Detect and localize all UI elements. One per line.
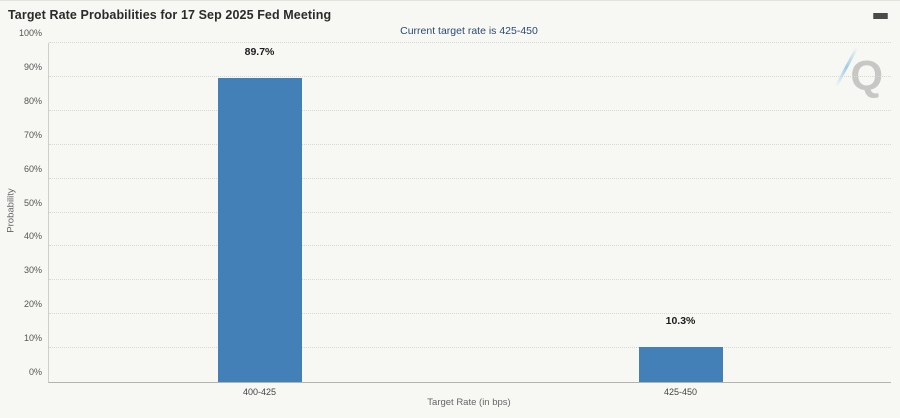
y-tick-label: 80%: [23, 95, 42, 106]
gridline: [49, 245, 891, 247]
chart-title: Target Rate Probabilities for 17 Sep 202…: [8, 8, 332, 22]
x-tick-label: 425-450: [663, 387, 698, 397]
y-tick-label: 20%: [23, 299, 42, 310]
y-tick-label: 30%: [23, 265, 42, 276]
y-tick-label: 40%: [23, 231, 42, 242]
gridline: [49, 143, 891, 145]
chart-subtitle: Current target rate is 425-450: [400, 25, 538, 37]
hamburger-icon: [870, 13, 890, 19]
y-tick-label: 10%: [23, 333, 42, 344]
gridline: [49, 313, 891, 315]
gridline: [49, 177, 891, 179]
x-tick-label: 400-425: [242, 387, 277, 397]
x-axis-title: Target Rate (in bps): [427, 397, 511, 408]
plot-area: Q 0% 10% 20% 30% 40% 50% 60% 70% 80% 90% 100% 89.7%…: [19, 28, 891, 397]
logo-q-letter: Q: [850, 52, 883, 99]
gridline: [49, 75, 891, 77]
y-tick-label: 50%: [23, 197, 42, 208]
y-axis-title: Probability: [5, 188, 17, 233]
y-tick-label: 90%: [23, 61, 42, 72]
gridline: [49, 42, 891, 43]
y-tick-label: 0%: [28, 367, 42, 377]
y-tick-label: 70%: [23, 129, 42, 140]
chart-header: Target Rate Probabilities for 17 Sep 202…: [0, 1, 900, 25]
quikstrike-logo: Q: [834, 46, 885, 105]
gridline: [49, 109, 891, 111]
bar-value-label: 89.7%: [244, 45, 275, 58]
gridline: [49, 211, 891, 213]
y-tick-label: 100%: [18, 28, 42, 38]
gridline: [49, 347, 891, 349]
bar-value-label: 10.3%: [665, 315, 696, 328]
chart-menu-button[interactable]: [870, 7, 890, 25]
y-tick-label: 60%: [23, 163, 42, 174]
gridline: [49, 279, 891, 281]
bar-425-450[interactable]: [638, 347, 723, 382]
bar-400-425[interactable]: [217, 77, 302, 382]
